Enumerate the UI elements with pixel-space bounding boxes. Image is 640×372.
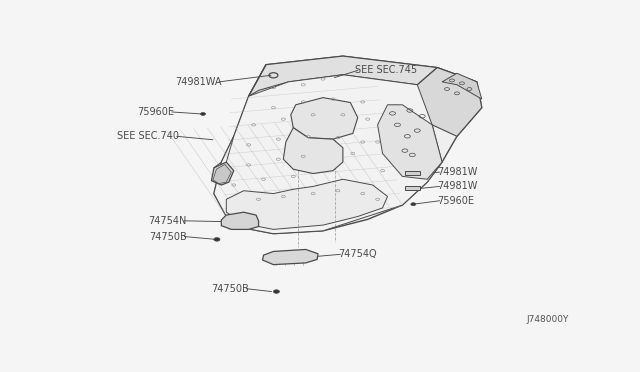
FancyBboxPatch shape [405, 186, 420, 190]
Circle shape [273, 290, 280, 293]
Text: 74981W: 74981W [437, 182, 477, 192]
Text: 74754N: 74754N [148, 216, 187, 226]
Text: 74981WA: 74981WA [175, 77, 221, 87]
Circle shape [214, 238, 220, 241]
Polygon shape [442, 73, 482, 99]
Text: 74754Q: 74754Q [338, 249, 376, 259]
Circle shape [200, 112, 205, 115]
Polygon shape [412, 68, 482, 136]
Text: J748000Y: J748000Y [526, 315, 568, 324]
Polygon shape [214, 75, 442, 234]
Polygon shape [214, 56, 482, 234]
Text: SEE SEC.740: SEE SEC.740 [117, 131, 179, 141]
Text: 75960E: 75960E [137, 107, 174, 117]
FancyBboxPatch shape [405, 171, 420, 175]
Circle shape [411, 203, 416, 206]
Polygon shape [378, 105, 442, 179]
Polygon shape [262, 250, 318, 264]
Polygon shape [291, 97, 358, 139]
Polygon shape [227, 179, 388, 230]
Text: 74981W: 74981W [437, 167, 477, 177]
Polygon shape [284, 128, 343, 173]
Text: SEE SEC.745: SEE SEC.745 [355, 65, 417, 76]
Polygon shape [249, 56, 477, 96]
Text: 75960E: 75960E [437, 196, 474, 206]
Polygon shape [213, 164, 231, 183]
Polygon shape [221, 212, 259, 230]
Text: 74750B: 74750B [211, 284, 249, 294]
Polygon shape [211, 162, 234, 185]
Text: 74750B: 74750B [149, 231, 187, 241]
